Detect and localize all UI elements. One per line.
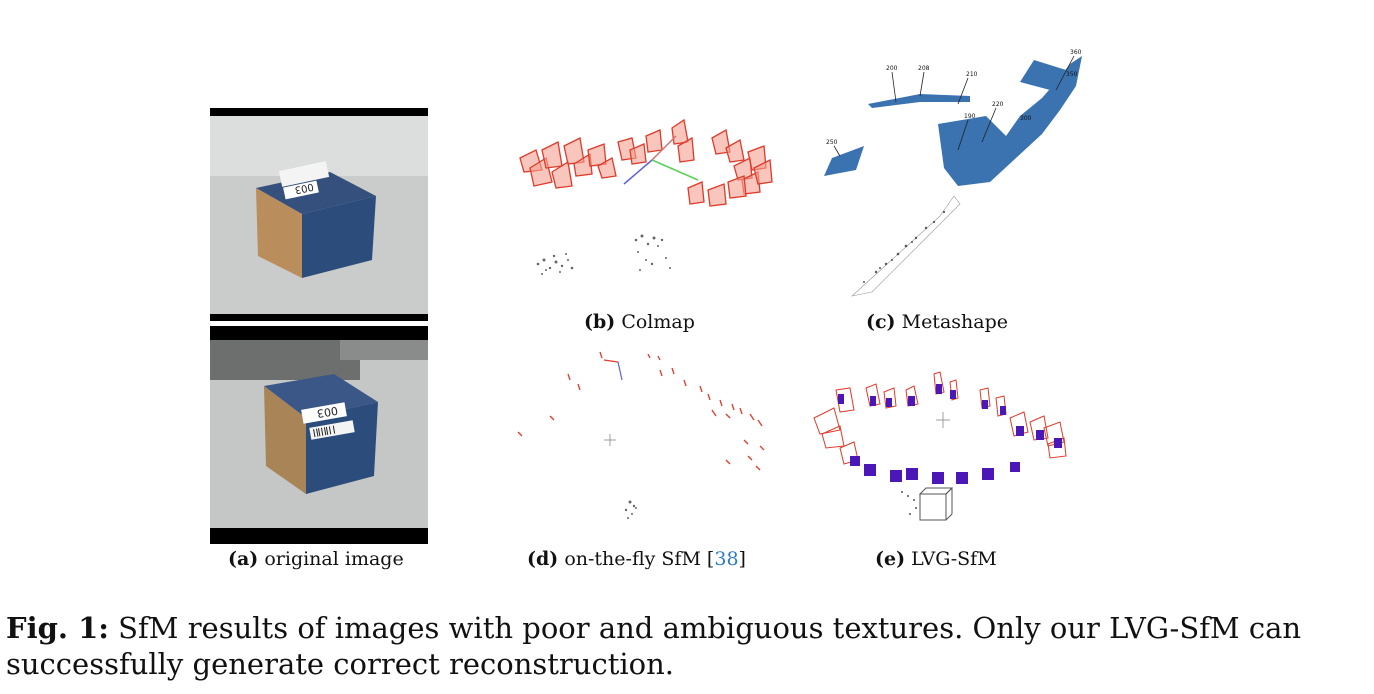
panel-b-colmap bbox=[512, 110, 782, 310]
caption-a: (a) original image bbox=[228, 548, 404, 570]
box-point-cloud bbox=[901, 487, 954, 521]
panel-d-onthefly bbox=[512, 346, 782, 542]
panel-e-lvgsfm bbox=[810, 368, 1080, 532]
photo-top: 003 bbox=[210, 108, 428, 321]
colmap-reconstruction bbox=[519, 118, 773, 275]
camera-planes bbox=[824, 56, 1082, 186]
figure-caption-text: SfM results of images with poor and ambi… bbox=[6, 611, 1302, 681]
caption-b: (b) Colmap bbox=[584, 311, 695, 333]
figure-label: Fig. 1: bbox=[6, 611, 109, 645]
origin-cross bbox=[936, 412, 950, 428]
metashape-reconstruction: 200 208 210 360 350 220 190 250 300 bbox=[824, 49, 1082, 297]
caption-c: (c) Metashape bbox=[866, 311, 1008, 333]
citation-link[interactable]: 38 bbox=[714, 548, 739, 570]
panel-a-original-images: 003 003 bbox=[210, 108, 428, 544]
original-photos: 003 003 bbox=[210, 108, 428, 544]
axes bbox=[623, 135, 699, 185]
caption-e: (e) LVG-SfM bbox=[875, 548, 997, 570]
panel-c-metashape: 200 208 210 360 350 220 190 250 300 bbox=[820, 46, 1090, 302]
lvg-sfm-reconstruction bbox=[813, 371, 1067, 521]
camera-frustums bbox=[519, 118, 773, 207]
camera-ticks bbox=[517, 351, 765, 471]
svg-text:350: 350 bbox=[1066, 71, 1078, 78]
svg-text:250: 250 bbox=[826, 139, 838, 146]
box-label-top: 003 bbox=[294, 180, 315, 195]
box-label-bottom: 003 bbox=[316, 404, 339, 420]
caption-d: (d) on-the-fly SfM [38] bbox=[527, 548, 746, 570]
svg-text:208: 208 bbox=[918, 65, 930, 72]
point-cloud bbox=[624, 500, 637, 519]
figure-caption: Fig. 1: SfM results of images with poor … bbox=[6, 610, 1368, 682]
photo-bottom: 003 bbox=[210, 326, 428, 544]
point-cloud bbox=[536, 234, 671, 275]
origin-cross bbox=[604, 434, 616, 446]
sparse-points bbox=[850, 195, 961, 297]
camera-tags: 200 208 210 360 350 220 190 250 300 bbox=[826, 49, 1082, 146]
svg-text:300: 300 bbox=[1020, 115, 1032, 122]
svg-text:210: 210 bbox=[966, 71, 978, 78]
camera-planes bbox=[838, 384, 1062, 484]
svg-text:200: 200 bbox=[886, 65, 898, 72]
onthefly-reconstruction bbox=[517, 351, 765, 519]
svg-text:190: 190 bbox=[964, 113, 976, 120]
svg-text:220: 220 bbox=[992, 101, 1004, 108]
svg-text:360: 360 bbox=[1070, 49, 1082, 56]
label-leaders bbox=[833, 55, 1075, 157]
